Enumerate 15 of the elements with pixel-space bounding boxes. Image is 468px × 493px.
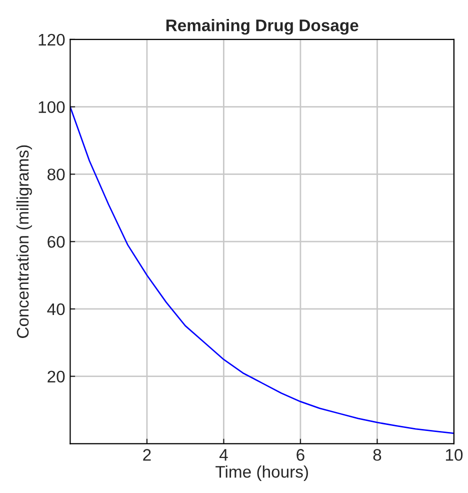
y-tick-label: 60 — [48, 236, 65, 248]
x-axis-title: Time (hours) — [216, 465, 308, 482]
x-tick-label: 8 — [373, 449, 382, 461]
y-tick-label: 80 — [48, 168, 65, 180]
x-tick-label: 10 — [446, 449, 463, 461]
y-tick-label: 100 — [38, 101, 65, 114]
line-series — [70, 106, 454, 434]
x-tick-label: 6 — [296, 449, 304, 461]
y-tick-label: 120 — [38, 34, 65, 46]
y-tick-label: 40 — [47, 303, 65, 316]
chart-title: Remaining Drug Dosage — [166, 19, 358, 35]
y-axis-title: Concentration (milligrams) — [16, 145, 32, 338]
x-tick-label: 2 — [143, 449, 151, 461]
x-tick-label: 4 — [219, 449, 228, 461]
y-tick-label: 20 — [48, 370, 65, 383]
